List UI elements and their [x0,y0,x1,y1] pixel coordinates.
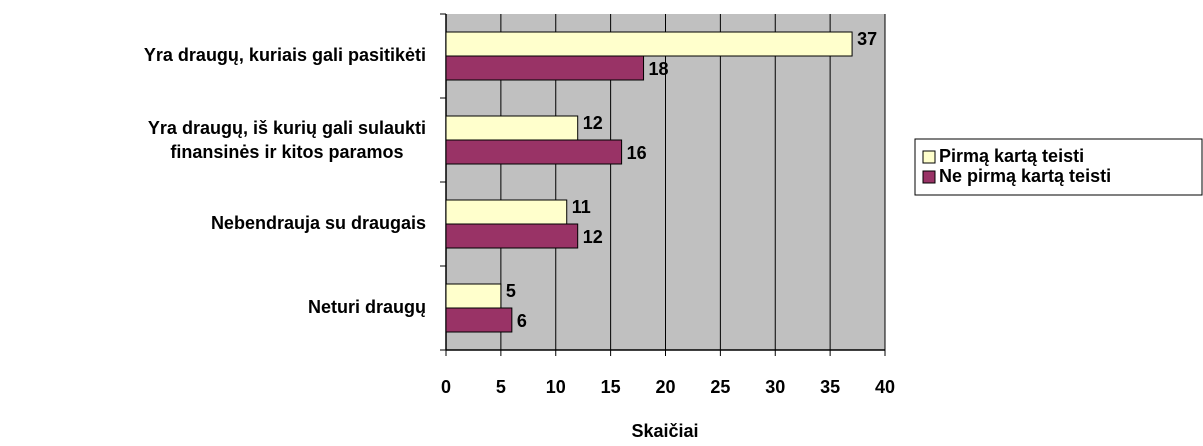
x-tick-label: 10 [546,377,566,397]
x-tick-label: 30 [765,377,785,397]
data-label: 12 [583,113,603,133]
data-label: 16 [627,143,647,163]
data-label: 11 [572,197,591,217]
y-tick-label: Yra draugų, iš kurių gali sulaukti finans… [148,118,426,162]
bar [445,139,623,165]
data-label: 18 [649,59,669,79]
bar [445,223,579,249]
x-tick-label: 5 [496,377,506,397]
y-tick-label: Nebendrauja su draugais [211,213,426,233]
x-tick-label: 40 [875,377,895,397]
x-axis-title: Skaičiai [631,421,698,441]
x-tick-label: 35 [820,377,840,397]
data-label: 5 [506,281,516,301]
legend-swatch [922,170,936,184]
x-tick-label: 20 [655,377,675,397]
legend-label: Pirmą kartą teisti [939,146,1084,166]
bar [445,307,513,333]
legend-swatch [922,150,936,164]
x-tick-label: 25 [710,377,730,397]
bar [445,283,502,309]
bar [445,55,645,81]
y-tick-label: Yra draugų, kuriais gali pasitikėti [144,45,426,65]
x-tick-label: 15 [601,377,621,397]
data-label: 37 [857,29,877,49]
data-label: 12 [583,227,603,247]
x-tick-label: 0 [441,377,451,397]
y-tick-label: Neturi draugų [308,297,426,317]
bar [445,199,568,225]
bar [445,115,579,141]
bar [445,31,853,57]
legend-box [914,138,1203,196]
data-label: 6 [517,311,527,331]
legend-label: Ne pirmą kartą teisti [939,166,1111,186]
